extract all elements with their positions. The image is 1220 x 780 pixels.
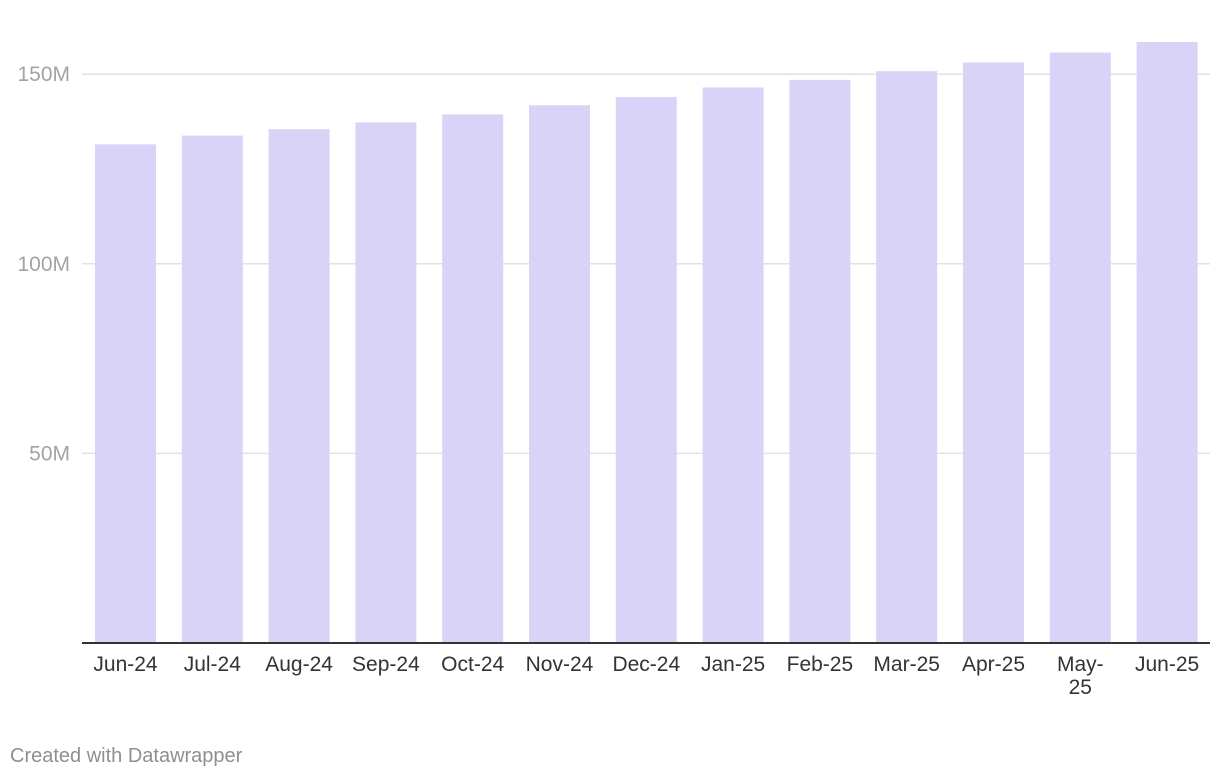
y-tick-label: 150M <box>17 63 70 86</box>
bars <box>95 41 1198 644</box>
x-tick-label: Oct-24 <box>441 653 504 676</box>
x-tick-labels: Jun-24 Jul-24 Aug-24 Sep-24 Oct-24 Nov-24 Dec-… <box>93 653 1199 699</box>
bar-jul-24 <box>181 135 243 643</box>
bar-sep-24 <box>355 122 417 643</box>
x-tick-label: Apr-25 <box>962 653 1025 676</box>
x-tick-label: Jan-25 <box>701 653 765 676</box>
bar-jun-25 <box>1136 41 1198 643</box>
bar-oct-24 <box>442 114 504 643</box>
x-tick-label: Jun-25 <box>1135 653 1199 676</box>
y-tick-labels: 50M 100M 150M <box>17 63 70 465</box>
bar-aug-24 <box>268 129 330 643</box>
datawrapper-credit: Created with Datawrapper <box>10 745 243 767</box>
bar-dec-24 <box>615 96 677 643</box>
x-tick-label: Feb-25 <box>787 653 854 676</box>
y-tick-label: 50M <box>29 442 70 465</box>
bar-feb-25 <box>789 79 851 643</box>
x-tick-label: Sep-24 <box>352 653 420 676</box>
x-tick-label: Dec-24 <box>612 653 680 676</box>
x-tick-label: Jul-24 <box>184 653 242 676</box>
x-tick-label: May-25 <box>1057 653 1104 699</box>
x-tick-label: Aug-24 <box>265 653 333 676</box>
x-tick-label: Mar-25 <box>873 653 940 676</box>
bar-jun-24 <box>95 144 156 644</box>
x-tick-label: Jun-24 <box>93 653 158 676</box>
bar-mar-25 <box>876 71 938 644</box>
y-tick-label: 100M <box>17 253 70 276</box>
bar-may-25 <box>1049 52 1111 644</box>
bar-jan-25 <box>702 87 764 644</box>
x-tick-label: Nov-24 <box>526 653 594 676</box>
bar-chart: 50M 100M 150M Jun-24 Jul-24 Aug-24 Sep-24 Oct-… <box>17 41 1210 699</box>
bar-apr-25 <box>963 62 1024 643</box>
bar-nov-24 <box>529 105 590 643</box>
